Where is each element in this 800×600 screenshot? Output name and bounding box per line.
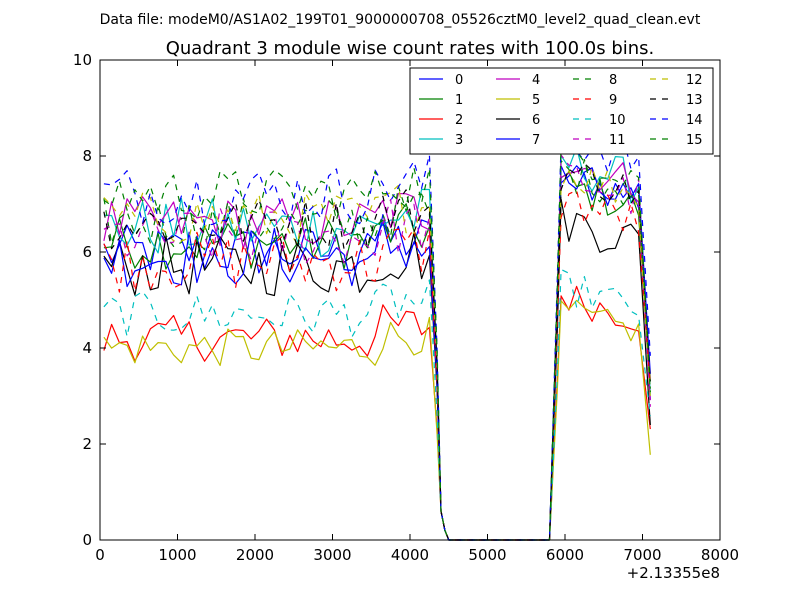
- x-offset-label: +2.13355e8: [627, 564, 720, 582]
- y-tick-label: 2: [82, 435, 92, 453]
- legend-label-7: 7: [532, 133, 540, 148]
- series-line-6: [103, 198, 651, 541]
- series-line-9: [103, 189, 651, 541]
- series-line-8: [103, 158, 651, 541]
- x-tick-label: 3000: [313, 546, 351, 564]
- x-tick-label: 8000: [701, 546, 739, 564]
- series-line-11: [103, 154, 651, 541]
- legend-label-0: 0: [455, 73, 463, 88]
- x-tick-label: 5000: [468, 546, 506, 564]
- legend-label-14: 14: [686, 113, 703, 128]
- series-line-13: [103, 162, 651, 541]
- legend-label-3: 3: [455, 133, 463, 148]
- series-line-14: [103, 136, 651, 541]
- y-tick-label: 4: [82, 339, 92, 357]
- legend-label-13: 13: [686, 93, 703, 108]
- series-line-10: [103, 268, 651, 541]
- x-tick-label: 7000: [623, 546, 661, 564]
- legend-label-2: 2: [455, 113, 463, 128]
- legend-label-8: 8: [609, 73, 617, 88]
- series-line-0: [103, 165, 651, 541]
- legend-label-4: 4: [532, 73, 540, 88]
- y-tick-label: 0: [82, 531, 92, 549]
- series-line-2: [103, 285, 651, 541]
- y-tick-label: 8: [82, 147, 92, 165]
- series-line-4: [103, 162, 651, 541]
- x-tick-label: 1000: [158, 546, 196, 564]
- series-line-12: [103, 166, 651, 541]
- legend-label-6: 6: [532, 113, 540, 128]
- legend-label-11: 11: [609, 133, 626, 148]
- legend-label-9: 9: [609, 93, 617, 108]
- x-tick-label: 2000: [236, 546, 274, 564]
- series-line-3: [103, 147, 651, 541]
- legend-label-15: 15: [686, 133, 703, 148]
- chart-suptitle: Data file: modeM0/AS1A02_199T01_90000007…: [100, 12, 701, 28]
- chart-title: Quadrant 3 module wise count rates with …: [166, 38, 655, 59]
- legend-label-1: 1: [455, 93, 463, 108]
- series-layer: [103, 136, 651, 541]
- y-tick-label: 6: [82, 243, 92, 261]
- series-line-7: [103, 165, 651, 541]
- legend-label-12: 12: [686, 73, 703, 88]
- legend-box: [409, 67, 714, 155]
- x-tick-label: 6000: [546, 546, 584, 564]
- y-tick-label: 10: [73, 51, 92, 69]
- series-line-5: [103, 299, 651, 541]
- legend-label-5: 5: [532, 93, 540, 108]
- x-tick-label: 4000: [391, 546, 429, 564]
- series-line-1: [103, 171, 651, 541]
- x-tick-label: 0: [95, 546, 105, 564]
- legend-label-10: 10: [609, 113, 626, 128]
